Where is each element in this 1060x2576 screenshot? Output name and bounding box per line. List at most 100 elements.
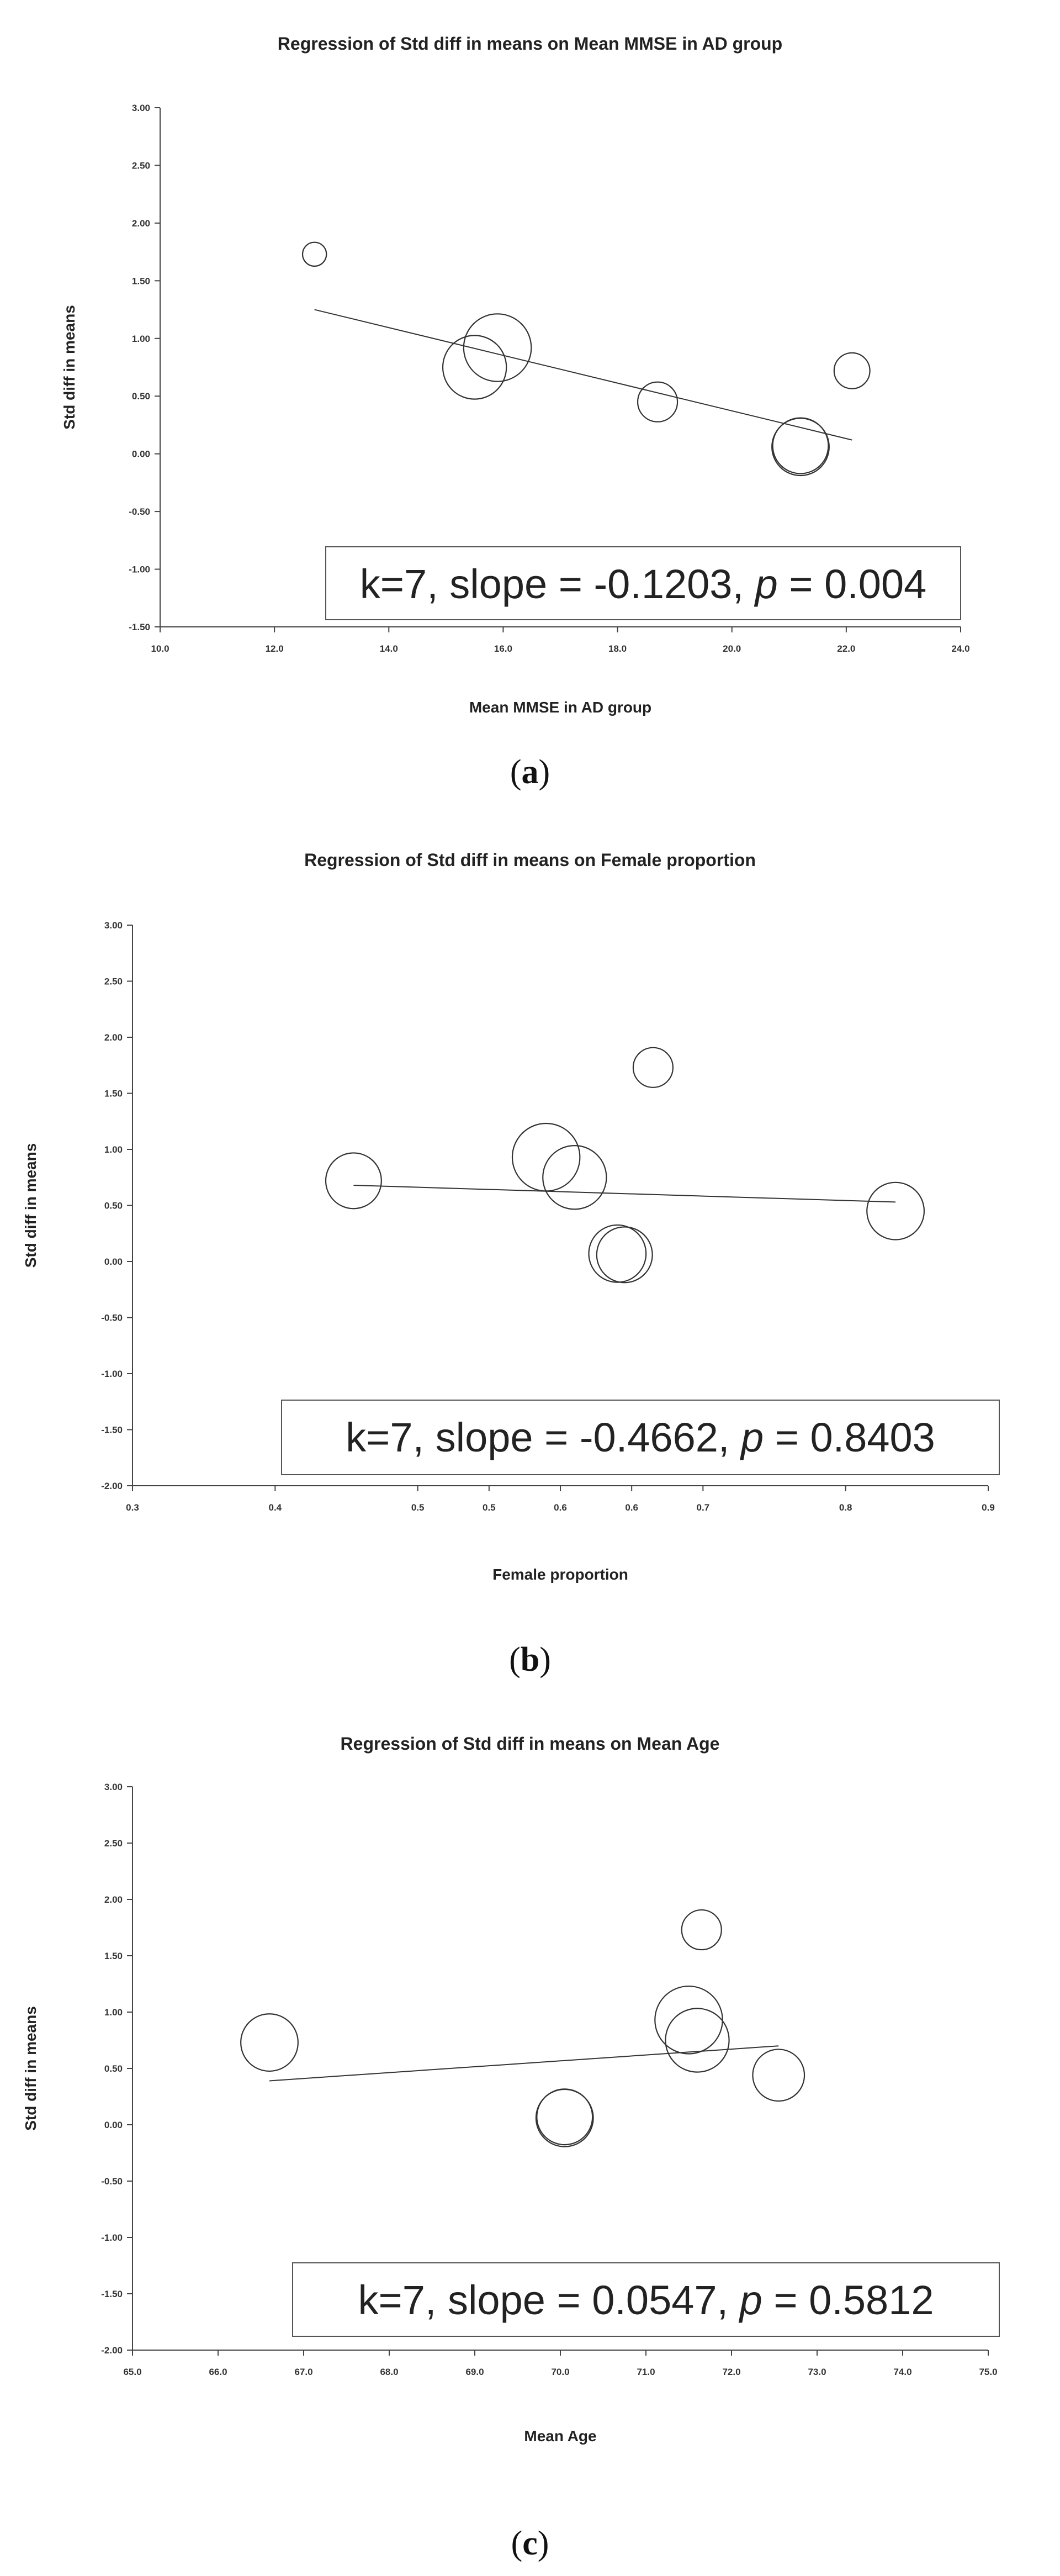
caption-close: ) xyxy=(539,753,550,791)
data-bubble xyxy=(542,1145,607,1210)
x-axis-ticks: 0.3 0.4 0.5 0.5 0.6 0.6 0.7 0.8 0.9 xyxy=(126,1486,995,1513)
annotation-suffix: = 0.8403 xyxy=(764,1414,935,1460)
data-bubble xyxy=(325,1152,382,1210)
annotation-text: k=7, slope = -0.4662, p = 0.8403 xyxy=(346,1414,935,1460)
x-tick-label: 12.0 xyxy=(266,643,284,654)
regression-line xyxy=(353,1184,896,1203)
annotation-suffix: = 0.004 xyxy=(778,561,927,607)
x-axis-ticks: 65.0 66.0 67.0 68.0 69.0 70.0 71.0 72.0 73.0 74.0… xyxy=(123,2350,998,2377)
regression-line xyxy=(314,309,852,441)
chart-title: Regression of Std diff in means on Femal… xyxy=(304,850,756,870)
x-tick-label: 71.0 xyxy=(637,2367,655,2377)
annotation-frame xyxy=(281,1400,1000,1475)
caption-close: ) xyxy=(538,2525,549,2562)
x-tick-label: 65.0 xyxy=(123,2367,141,2377)
data-bubble xyxy=(596,1226,653,1284)
x-tick-label: 73.0 xyxy=(808,2367,826,2377)
annotation-prefix: k=7, slope = -0.4662, xyxy=(346,1414,741,1460)
y-tick-label: -0.50 xyxy=(129,506,150,517)
x-axis-title: Mean Age xyxy=(524,2427,596,2445)
x-tick-label: 14.0 xyxy=(380,643,398,654)
annotation-suffix: = 0.5812 xyxy=(762,2277,934,2323)
data-bubble xyxy=(240,2013,299,2072)
y-tick-label: -1.00 xyxy=(101,2232,123,2243)
x-tick-label: 70.0 xyxy=(551,2367,569,2377)
data-bubble xyxy=(511,1122,581,1192)
data-bubble xyxy=(752,2049,805,2102)
y-axis-title: Std diff in means xyxy=(61,305,78,430)
panel-caption: (b) xyxy=(509,1641,551,1678)
bubble-series xyxy=(301,241,871,477)
y-tick-label: -0.50 xyxy=(101,2176,123,2187)
annotation-prefix: k=7, slope = -0.1203, xyxy=(360,561,755,607)
caption-open: ( xyxy=(510,753,522,791)
regression-line xyxy=(269,2045,779,2082)
y-axis-ticks: 3.00 2.50 2.00 1.50 1.00 0.50 0.00 -0.50 -1.00 -1… xyxy=(101,920,132,1491)
y-tick-label: 1.50 xyxy=(104,1089,123,1099)
panel-b: Regression of Std diff in means on Femal… xyxy=(22,850,1000,1678)
y-axis-title: Std diff in means xyxy=(22,2006,39,2131)
annotation-box: k=7, slope = 0.0547, p = 0.5812 xyxy=(292,2262,1000,2337)
x-tick-label: 0.7 xyxy=(697,1502,710,1513)
x-tick-label: 0.3 xyxy=(126,1502,139,1513)
y-tick-label: -2.00 xyxy=(101,2345,123,2356)
annotation-p-label: p xyxy=(739,2277,762,2323)
caption-letter: c xyxy=(522,2525,538,2562)
bubble-series xyxy=(240,1909,805,2147)
data-bubble xyxy=(301,241,327,267)
bubble-series xyxy=(325,1047,925,1284)
data-bubble xyxy=(637,381,679,423)
x-tick-label: 66.0 xyxy=(209,2367,227,2377)
x-tick-label: 10.0 xyxy=(151,643,169,654)
y-tick-label: 2.00 xyxy=(104,1032,123,1043)
data-bubble xyxy=(463,313,532,382)
annotation-p-label: p xyxy=(740,1414,764,1460)
chart-title: Regression of Std diff in means on Mean … xyxy=(341,1734,720,1754)
caption-letter: b xyxy=(521,1641,539,1678)
annotation-text: k=7, slope = 0.0547, p = 0.5812 xyxy=(358,2277,934,2323)
x-tick-label: 18.0 xyxy=(608,643,627,654)
y-tick-label: 0.50 xyxy=(132,391,150,402)
y-tick-label: 2.50 xyxy=(104,976,123,987)
y-tick-label: 1.50 xyxy=(132,276,150,286)
x-tick-label: 0.6 xyxy=(625,1502,638,1513)
y-tick-label: -1.00 xyxy=(129,564,150,575)
y-tick-label: -0.50 xyxy=(101,1313,123,1323)
y-tick-label: -1.50 xyxy=(101,2289,123,2299)
y-tick-label: 3.00 xyxy=(104,1782,123,1792)
y-tick-label: 1.50 xyxy=(104,1951,123,1961)
x-tick-label: 68.0 xyxy=(380,2367,398,2377)
annotation-frame xyxy=(325,546,961,620)
caption-open: ( xyxy=(509,1641,521,1678)
x-tick-label: 0.6 xyxy=(554,1502,567,1513)
caption-close: ) xyxy=(539,1641,551,1678)
panel-caption: (c) xyxy=(511,2525,549,2562)
y-axis-title: Std diff in means xyxy=(22,1143,39,1268)
chart-title: Regression of Std diff in means on Mean … xyxy=(278,34,782,54)
x-tick-label: 75.0 xyxy=(979,2367,997,2377)
caption-letter: a xyxy=(522,753,539,791)
y-tick-label: 0.00 xyxy=(104,2120,123,2130)
data-bubble xyxy=(588,1224,647,1283)
x-tick-label: 22.0 xyxy=(837,643,855,654)
x-tick-label: 0.9 xyxy=(982,1502,995,1513)
data-bubble xyxy=(536,2088,593,2146)
y-tick-label: 0.50 xyxy=(104,2063,123,2074)
data-bubble xyxy=(833,352,871,389)
y-tick-label: 1.00 xyxy=(104,1144,123,1155)
x-tick-label: 74.0 xyxy=(893,2367,911,2377)
x-tick-label: 72.0 xyxy=(722,2367,740,2377)
y-axis-ticks: 3.00 2.50 2.00 1.50 1.00 0.50 0.00 -0.50 -1.00 -1… xyxy=(101,1782,132,2356)
x-tick-label: 24.0 xyxy=(951,643,969,654)
annotation-frame xyxy=(292,2262,1000,2337)
x-tick-label: 67.0 xyxy=(294,2367,312,2377)
x-axis-title: Mean MMSE in AD group xyxy=(469,699,651,716)
data-bubble xyxy=(772,417,829,474)
y-axis-ticks: 3.00 2.50 2.00 1.50 1.00 0.50 0.00 -0.50 -1.00 -1… xyxy=(129,103,160,632)
x-tick-label: 0.5 xyxy=(411,1502,425,1513)
panel-c: Regression of Std diff in means on Mean … xyxy=(22,1734,1000,2562)
y-tick-label: -1.00 xyxy=(101,1369,123,1379)
x-axis-ticks: 10.0 12.0 14.0 16.0 18.0 20.0 22.0 24.0 xyxy=(151,627,970,654)
y-tick-label: 3.00 xyxy=(132,103,150,113)
annotation-box: k=7, slope = -0.4662, p = 0.8403 xyxy=(281,1400,1000,1475)
